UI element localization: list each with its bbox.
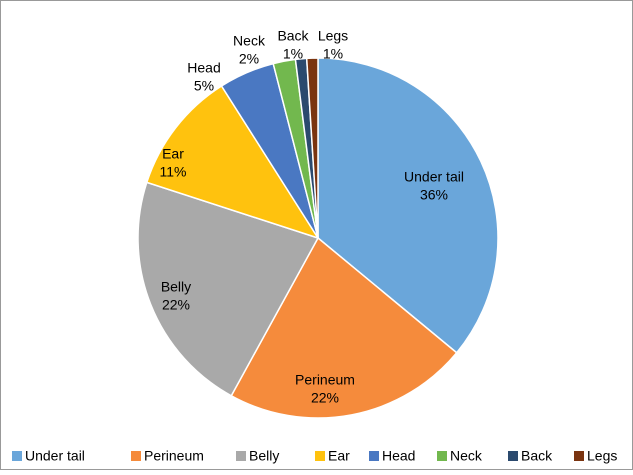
legend-swatch [508,451,518,461]
slice-value: 22% [311,390,339,406]
legend-swatch [369,451,379,461]
pie-slice [230,236,458,419]
pie-slice [317,57,499,354]
pie-slice [305,57,319,239]
legend-swatch [236,451,246,461]
legend-label: Belly [249,448,279,464]
legend-swatch [131,451,141,461]
slice-value: 36% [420,187,448,203]
legend-label: Under tail [25,448,85,464]
legend-swatch [315,451,325,461]
legend-swatch [574,451,584,461]
legend-label: Ear [328,448,350,464]
slice-value: 22% [162,297,190,313]
slice-name: Back [277,28,309,44]
slice-value: 1% [283,46,303,62]
legend-swatch [12,451,22,461]
slice-name: Under tail [404,169,464,185]
legend-label: Perineum [144,448,204,464]
slice-name: Legs [318,28,348,44]
legend-label: Legs [587,448,617,464]
legend-swatch [437,451,447,461]
slice-value: 2% [239,51,259,67]
slice-name: Neck [233,33,266,49]
legend-label: Neck [450,448,483,464]
slice-value: 11% [160,164,187,180]
legend-label: Back [521,448,553,464]
slice-name: Perineum [295,372,355,388]
pie-slice [137,181,320,397]
slice-name: Ear [162,146,184,162]
legend-label: Head [382,448,415,464]
slice-value: 1% [323,46,343,62]
slice-name: Head [187,60,220,76]
slice-value: 5% [194,78,214,94]
slice-name: Belly [161,279,191,295]
pie-slice [145,84,320,240]
